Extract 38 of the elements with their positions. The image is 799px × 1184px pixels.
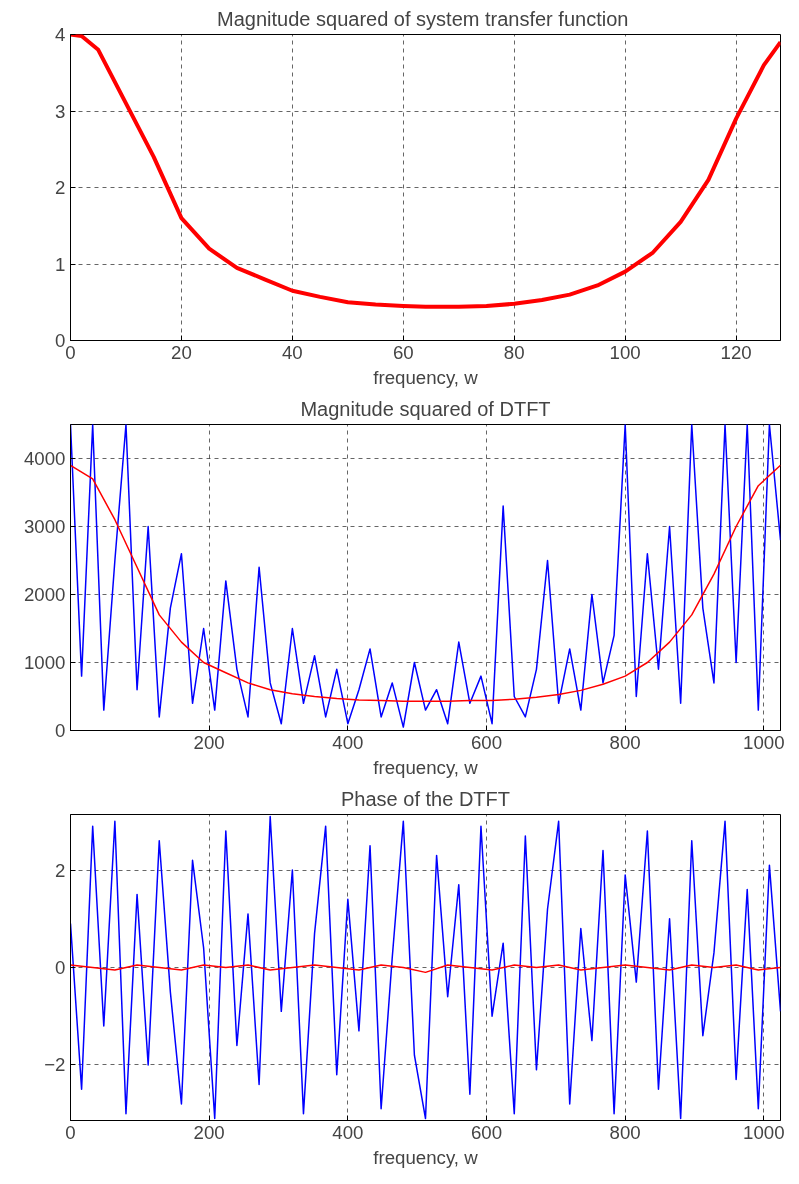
y-tick-label: 4 bbox=[55, 24, 66, 45]
x-tick-label: 200 bbox=[193, 1121, 225, 1143]
x-tick-label: 800 bbox=[609, 731, 641, 753]
line-series bbox=[70, 424, 781, 728]
x-tick-label: 60 bbox=[392, 341, 414, 363]
y-tick-label: 1 bbox=[55, 253, 66, 275]
y-tick-label: 0 bbox=[55, 957, 66, 978]
x-axis-title: frequency, w bbox=[373, 756, 479, 778]
x-tick-label: 400 bbox=[332, 731, 364, 753]
x-tick-label: 1000 bbox=[743, 1121, 785, 1143]
line-series bbox=[70, 34, 781, 309]
x-tick-label: 80 bbox=[503, 341, 525, 363]
x-tick-label: 100 bbox=[609, 341, 641, 363]
x-tick-label: 800 bbox=[609, 1121, 641, 1143]
y-tick-label: 3 bbox=[55, 100, 66, 122]
chart-title: Magnitude squared of DTFT bbox=[300, 397, 551, 420]
y-tick-label: 1000 bbox=[24, 652, 66, 673]
y-tick-label: 3000 bbox=[24, 516, 66, 537]
y-tick-label: 2 bbox=[55, 177, 66, 198]
x-axis-title: frequency, w bbox=[373, 366, 479, 388]
line-series bbox=[70, 815, 781, 1120]
line-series bbox=[70, 464, 781, 703]
y-tick-label: 2 bbox=[55, 859, 66, 881]
y-tick-label: −2 bbox=[44, 1054, 66, 1076]
y-tick-label: 4000 bbox=[24, 448, 66, 469]
chart-title: Phase of the DTFT bbox=[341, 787, 510, 810]
x-tick-label: 400 bbox=[332, 1121, 364, 1143]
x-tick-label: 1000 bbox=[743, 731, 785, 753]
x-tick-label: 200 bbox=[193, 731, 225, 753]
line-series bbox=[70, 964, 781, 974]
x-tick-label: 600 bbox=[470, 1121, 503, 1143]
x-axis-title: frequency, w bbox=[373, 1146, 479, 1168]
chart-title: Magnitude squared of system transfer function bbox=[217, 7, 629, 30]
x-tick-label: 120 bbox=[720, 341, 752, 363]
y-tick-label: 2000 bbox=[24, 584, 66, 605]
x-tick-label: 20 bbox=[171, 341, 192, 363]
x-tick-label: 600 bbox=[470, 731, 503, 753]
x-tick-label: 40 bbox=[282, 341, 303, 363]
